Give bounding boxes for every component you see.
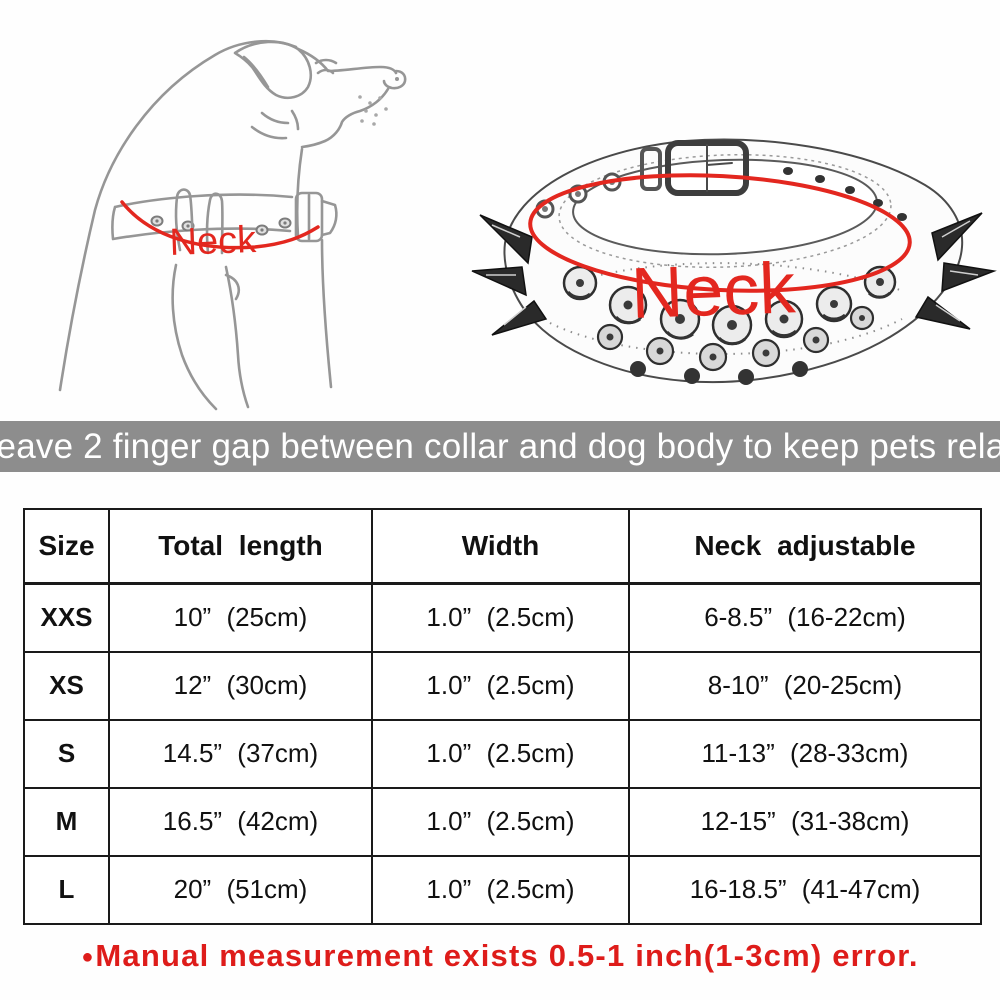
- table-row: S 14.5” (37cm) 1.0” (2.5cm) 11-13” (28-3…: [23, 718, 982, 789]
- table-row: M 16.5” (42cm) 1.0” (2.5cm) 12-15” (31-3…: [23, 786, 982, 857]
- dog-collar-stud-centers: [155, 219, 287, 232]
- collar-studs-row1: [562, 265, 897, 346]
- header-size: Size: [23, 508, 110, 585]
- cell-width: 1.0” (2.5cm): [371, 786, 630, 857]
- cell-total-length: 16.5” (42cm): [108, 786, 373, 857]
- collar-bottom-studs: [630, 361, 808, 385]
- cell-neck-adjustable: 8-10” (20-25cm): [628, 650, 982, 721]
- size-table-header-row: Size Total length Width Neck adjustable: [23, 508, 982, 585]
- cell-width: 1.0” (2.5cm): [371, 582, 630, 653]
- dog-ear: [233, 40, 312, 100]
- collar-studs-row2: [596, 305, 875, 372]
- cell-total-length: 14.5” (37cm): [108, 718, 373, 789]
- cell-neck-adjustable: 6-8.5” (16-22cm): [628, 582, 982, 653]
- cell-total-length: 20” (51cm): [108, 854, 373, 925]
- cell-total-length: 10” (25cm): [108, 582, 373, 653]
- cell-neck-adjustable: 12-15” (31-38cm): [628, 786, 982, 857]
- table-row: XXS 10” (25cm) 1.0” (2.5cm) 6-8.5” (16-2…: [23, 582, 982, 653]
- header-width: Width: [371, 508, 630, 585]
- collar-strap-holes: [783, 167, 907, 221]
- dog-cheek-lines: [250, 109, 300, 140]
- cell-size: S: [23, 718, 110, 789]
- neck-measure-curve: [120, 200, 320, 250]
- collar-stitch-lines: [549, 262, 903, 355]
- spiked-collar-illustration: Neck: [471, 138, 997, 385]
- cell-width: 1.0” (2.5cm): [371, 650, 630, 721]
- cell-width: 1.0” (2.5cm): [371, 854, 630, 925]
- dog-muzzle-dots: [358, 95, 388, 126]
- dog-head-outline: [58, 39, 298, 392]
- hand-finger-1: [174, 188, 195, 252]
- header-neck-adjustable: Neck adjustable: [628, 508, 982, 585]
- dog-eye: [316, 68, 335, 75]
- neck-measure-ellipse: [528, 173, 912, 293]
- collar-buckle: [665, 140, 749, 196]
- collar-neck-label: Neck: [630, 248, 798, 334]
- dog-neck-label: Neck: [169, 219, 258, 264]
- hand-finger-2: [205, 192, 224, 255]
- table-row: L 20” (51cm) 1.0” (2.5cm) 16-18.5” (41-4…: [23, 854, 982, 925]
- dog-measuring-illustration: Neck: [58, 39, 407, 411]
- collar-inner-stitch: [558, 153, 892, 269]
- cell-total-length: 12” (30cm): [108, 650, 373, 721]
- cell-size: XXS: [23, 582, 110, 653]
- measurement-error-text: Manual measurement exists 0.5-1 inch(1-3…: [95, 938, 919, 973]
- cell-neck-adjustable: 16-18.5” (41-47cm): [628, 854, 982, 925]
- dog-chest-line: [295, 147, 333, 389]
- dog-nose: [382, 69, 407, 90]
- dog-ear-fold: [242, 55, 270, 89]
- instruction-banner: Leave 2 finger gap between collar and do…: [0, 421, 1000, 472]
- instruction-banner-text: Leave 2 finger gap between collar and do…: [0, 426, 1000, 466]
- hand-outline: [171, 263, 250, 411]
- cell-width: 1.0” (2.5cm): [371, 718, 630, 789]
- bullet-icon: ●: [81, 946, 94, 968]
- collar-stud-shading: [566, 290, 892, 346]
- dog-forehead: [296, 47, 398, 75]
- cell-size: XS: [23, 650, 110, 721]
- collar-spikes-right: [914, 212, 997, 330]
- table-row: XS 12” (30cm) 1.0” (2.5cm) 8-10” (20-25c…: [23, 650, 982, 721]
- header-total-length: Total length: [108, 508, 373, 585]
- cell-neck-adjustable: 11-13” (28-33cm): [628, 718, 982, 789]
- collar-keeper-loop: [640, 147, 662, 191]
- size-table: Size Total length Width Neck adjustable …: [23, 508, 982, 925]
- collar-spike-highlights: [486, 220, 979, 326]
- measurement-error-note: ●Manual measurement exists 0.5-1 inch(1-…: [0, 938, 1000, 974]
- dog-collar-buckle: [294, 191, 324, 243]
- dog-mouth: [300, 87, 390, 149]
- cell-size: L: [23, 854, 110, 925]
- cell-size: M: [23, 786, 110, 857]
- collar-stud-centers: [576, 278, 884, 361]
- dog-eyebrow: [314, 58, 338, 65]
- dog-nostril: [395, 77, 399, 81]
- collar-buckle-prong: [706, 144, 733, 192]
